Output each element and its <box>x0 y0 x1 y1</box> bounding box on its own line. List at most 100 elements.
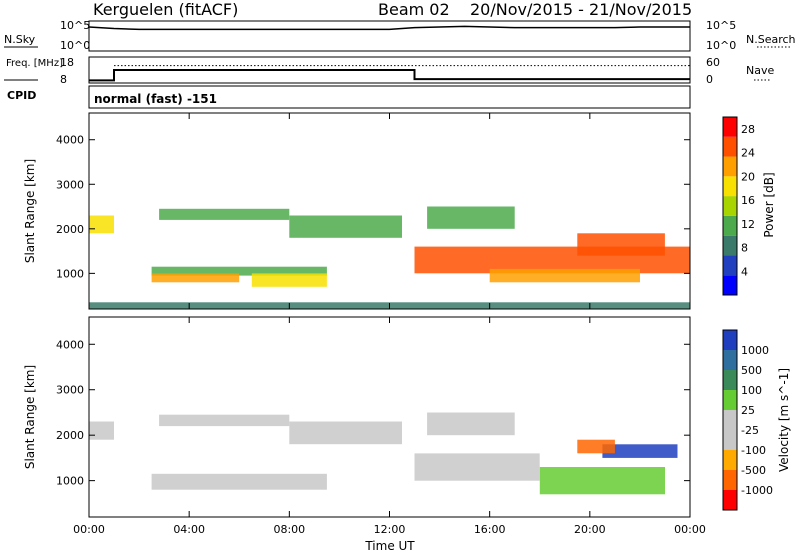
power-y-label: Slant Range [km] <box>23 159 37 263</box>
y-tick-label: 4000 <box>56 338 84 351</box>
colorbar-cell <box>723 470 737 490</box>
colorbar-tick-label: 25 <box>741 404 755 417</box>
beam-label: Beam 02 <box>378 0 450 19</box>
colorbar-cell <box>723 176 737 197</box>
noise-left-tick-top: 10^5 <box>60 19 90 32</box>
y-tick-label: 3000 <box>56 384 84 397</box>
colorbar-frame <box>722 329 738 511</box>
colorbar-tick-label: 20 <box>741 170 755 183</box>
power-colorbar-label: Power [dB] <box>762 172 776 237</box>
frequency-frame <box>88 56 691 84</box>
echo-band <box>159 414 290 427</box>
noise-left-label: N.Sky <box>4 33 36 46</box>
colorbar-cell <box>723 255 737 276</box>
y-tick-label: 2000 <box>56 429 84 442</box>
colorbar-tick-label: -1000 <box>741 484 773 497</box>
x-tick-label: 20:00 <box>574 523 606 536</box>
nave-tick-top: 60 <box>706 56 720 69</box>
velocity-y-label: Slant Range [km] <box>23 365 37 469</box>
colorbar-tick-label: 12 <box>741 218 755 231</box>
x-tick-label: 00:00 <box>674 523 706 536</box>
echo-band <box>489 268 640 283</box>
echo-band <box>427 206 515 229</box>
colorbar-tick-label: 28 <box>741 123 755 136</box>
colorbar-tick-label: 500 <box>741 364 762 377</box>
x-tick-label: 16:00 <box>474 523 506 536</box>
x-tick-label: 04:00 <box>173 523 205 536</box>
echo-band <box>427 412 515 436</box>
nave-label: Nave <box>746 64 774 77</box>
noise-right-tick-top: 10^5 <box>706 19 736 32</box>
time-axis-label: Time UT <box>364 539 415 553</box>
colorbar-cell <box>723 410 737 430</box>
colorbar-cell <box>723 390 737 410</box>
y-tick-label: 1000 <box>56 267 84 280</box>
colorbar-tick-label: 8 <box>741 242 748 255</box>
echo-band <box>539 467 665 495</box>
power-panel: 1000 2000 3000 4000 Slant Range [km] 4 8 12 16… <box>23 112 776 310</box>
noise-left-tick-bottom: 10^0 <box>60 39 90 52</box>
colorbar-cell <box>723 136 737 157</box>
frequency-panel: Freq. [MHz] 18 8 60 0 Nave <box>4 56 774 86</box>
noise-right-tick-bottom: 10^0 <box>706 39 736 52</box>
x-tick-label: 00:00 <box>73 523 105 536</box>
echo-band <box>577 233 665 256</box>
y-tick-label: 1000 <box>56 475 84 488</box>
colorbar-frame <box>722 116 738 296</box>
cpid-value: normal (fast) -151 <box>94 92 217 106</box>
colorbar-cell <box>723 156 737 177</box>
velocity-echoes <box>89 412 678 495</box>
colorbar-cell <box>723 450 737 470</box>
power-echoes <box>89 206 690 309</box>
echo-band <box>289 421 402 445</box>
colorbar-cell <box>723 370 737 390</box>
colorbar-tick-label: 4 <box>741 265 748 278</box>
frequency-left-label: Freq. [MHz] <box>6 58 63 69</box>
colorbar-cell <box>723 350 737 370</box>
frequency-tick-top: 18 <box>60 56 74 69</box>
y-tick-label: 4000 <box>56 134 84 147</box>
echo-band <box>151 473 327 490</box>
cpid-frame <box>88 85 691 109</box>
echo-band <box>89 421 114 440</box>
x-tick-label: 12:00 <box>374 523 406 536</box>
cpid-label: CPID <box>7 89 36 102</box>
noise-panel: N.Sky 10^5 10^0 10^5 10^0 N.Search <box>4 19 796 52</box>
colorbar-tick-label: 1000 <box>741 344 769 357</box>
colorbar-tick-label: -100 <box>741 444 766 457</box>
echo-band <box>251 273 327 287</box>
echo-band <box>151 273 240 283</box>
colorbar-cell <box>723 275 737 295</box>
velocity-panel: 1000 2000 3000 4000 Slant Range [km] 1000 50… <box>23 113 791 553</box>
power-colorbar: 4 8 12 16 20 24 28 <box>722 116 755 296</box>
frequency-tick-bottom: 8 <box>60 73 67 86</box>
date-range: 20/Nov/2015 - 21/Nov/2015 <box>470 0 692 19</box>
echo-band <box>159 208 290 220</box>
y-tick-label: 3000 <box>56 178 84 191</box>
velocity-colorbar: 1000 500 100 25 -25 -100 -500 -1000 <box>722 329 773 511</box>
time-axis: 00:00 04:00 08:00 12:00 16:00 20:00 00:00 <box>73 113 706 536</box>
colorbar-cell <box>723 330 737 350</box>
station-title: Kerguelen (fitACF) <box>93 0 238 19</box>
echo-band <box>577 439 615 454</box>
colorbar-tick-label: -25 <box>741 424 759 437</box>
echo-band <box>414 453 540 481</box>
colorbar-cell <box>723 117 737 137</box>
power-y-axis: 1000 2000 3000 4000 <box>56 134 690 280</box>
colorbar-cell <box>723 215 737 236</box>
noise-right-label: N.Search <box>746 33 796 46</box>
colorbar-tick-label: 24 <box>741 147 755 160</box>
y-tick-label: 2000 <box>56 223 84 236</box>
velocity-colorbar-label: Velocity [m s^-1] <box>777 368 791 472</box>
frequency-line <box>89 69 690 82</box>
colorbar-cell <box>723 196 737 216</box>
x-tick-label: 08:00 <box>273 523 305 536</box>
nave-tick-bottom: 0 <box>706 73 713 86</box>
colorbar-tick-label: 16 <box>741 194 755 207</box>
echo-band <box>289 215 402 238</box>
echo-band <box>89 215 114 234</box>
colorbar-cell <box>723 490 737 510</box>
colorbar-tick-label: 100 <box>741 384 762 397</box>
echo-band <box>151 266 327 276</box>
